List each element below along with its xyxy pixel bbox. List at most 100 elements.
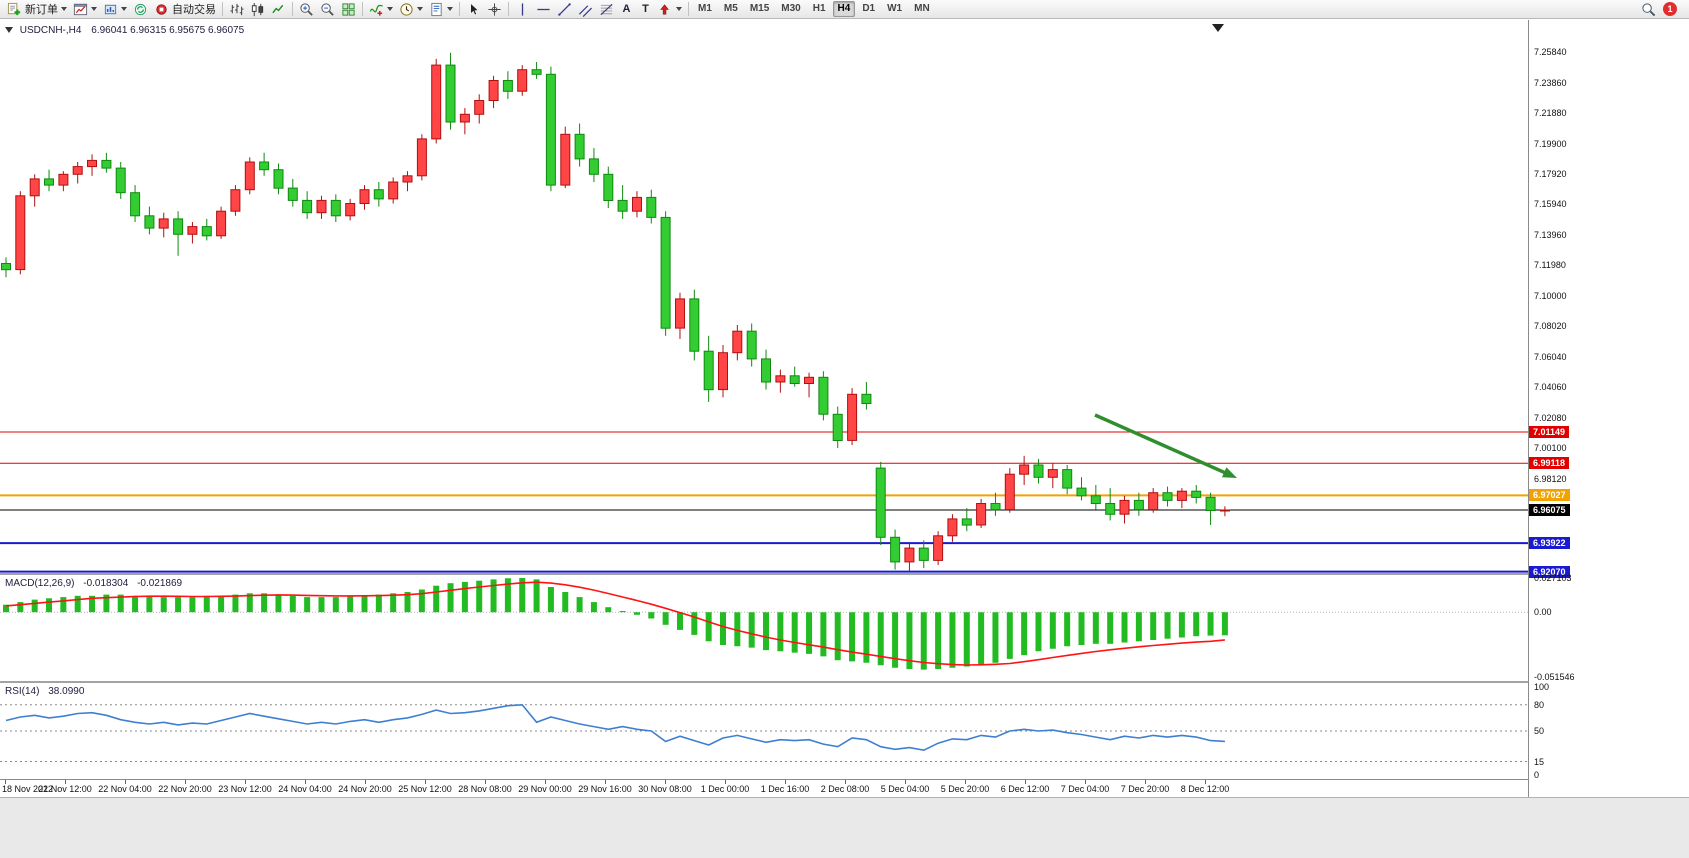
candle-body: [1004, 473, 1015, 511]
trend-arrow-line[interactable]: [1094, 413, 1231, 477]
candle-body: [388, 181, 399, 200]
notification-badge[interactable]: 1: [1663, 2, 1677, 16]
new-chart-button[interactable]: [70, 0, 100, 19]
chart-shift-marker[interactable]: [1212, 24, 1224, 32]
channel-button[interactable]: [575, 0, 596, 19]
search-button[interactable]: [1638, 0, 1659, 19]
vertical-line-button[interactable]: [512, 0, 533, 19]
rsi-pane[interactable]: [0, 683, 1528, 779]
bar-chart-button[interactable]: [226, 0, 247, 19]
timeframe-button-m1[interactable]: M1: [698, 3, 712, 14]
caret-down-icon: [121, 7, 127, 11]
crosshair-icon: [487, 2, 502, 17]
new-order-button[interactable]: 新订单: [4, 0, 70, 19]
time-axis-label: 30 Nov 08:00: [638, 784, 692, 794]
candle-body: [804, 376, 814, 384]
caret-down-icon: [387, 7, 393, 11]
candle-body: [1033, 464, 1044, 478]
time-axis[interactable]: 18 Nov 2022 21 Nov 12:00 22 Nov 04:00 22 No…: [0, 779, 1528, 797]
label-button[interactable]: T: [636, 0, 655, 19]
candlestick-chart-button[interactable]: [247, 0, 268, 19]
tile-windows-button[interactable]: [338, 0, 359, 19]
time-axis-label: 5 Dec 04:00: [880, 784, 930, 794]
timeframe-button-m15[interactable]: M15: [749, 3, 770, 14]
candle-body: [144, 215, 155, 229]
periods-button[interactable]: [396, 0, 426, 19]
macd-axis-tick: 0.00: [1534, 607, 1552, 617]
arrows-button[interactable]: [655, 0, 685, 19]
timeframe-button-mn[interactable]: MN: [914, 3, 930, 14]
candle-body: [101, 159, 112, 169]
price-axis-tick: 7.06040: [1534, 352, 1567, 362]
time-axis-label: 7 Dec 04:00: [1060, 784, 1110, 794]
time-axis-tick: [605, 780, 606, 784]
candle-body: [474, 100, 485, 115]
line-chart-icon: [271, 2, 286, 17]
price-axis-tick: 7.02080: [1534, 413, 1567, 423]
crosshair-button[interactable]: [484, 0, 505, 19]
chart-title: USDCNH-,H4 6.96041 6.96315 6.95675 6.960…: [5, 25, 244, 36]
macd-pane[interactable]: [0, 575, 1528, 681]
candle-body: [675, 298, 685, 329]
candle-body: [990, 503, 1001, 511]
time-axis-tick: [1145, 780, 1146, 784]
time-axis-tick: [665, 780, 666, 784]
candle-body: [58, 173, 69, 186]
zoom-in-icon: [299, 2, 314, 17]
fibonacci-button[interactable]: [596, 0, 617, 19]
timeframe-button-w1[interactable]: W1: [887, 3, 903, 14]
candle-body: [244, 161, 255, 191]
indicators-icon: [369, 2, 384, 17]
time-axis-label: 22 Nov 04:00: [98, 784, 152, 794]
zoom-out-button[interactable]: [317, 0, 338, 19]
indicators-button[interactable]: [366, 0, 396, 19]
search-icon: [1641, 2, 1656, 17]
candle-body: [416, 138, 427, 177]
price-scale[interactable]: 7.25840 7.23860 7.21880 7.19900 7.17920 7.159…: [1528, 20, 1689, 797]
time-axis-tick: [785, 780, 786, 784]
autotrading-button[interactable]: 自动交易: [151, 0, 219, 19]
profiles-button[interactable]: [100, 0, 130, 19]
candle-body: [847, 393, 858, 441]
price-axis-tick: 7.21880: [1534, 108, 1567, 118]
candle-body: [517, 69, 528, 92]
price-chart[interactable]: [0, 20, 1528, 573]
candle-body: [789, 375, 800, 384]
time-axis-label: 6 Dec 12:00: [1000, 784, 1050, 794]
cursor-icon: [466, 2, 481, 17]
time-axis-tick: [5, 780, 6, 784]
candlestick-icon: [250, 2, 265, 17]
text-button[interactable]: A: [617, 0, 636, 19]
timeframe-button-m5[interactable]: M5: [723, 3, 738, 14]
time-axis-tick: [425, 780, 426, 784]
candle-body: [1047, 469, 1058, 478]
candle-body: [818, 376, 829, 415]
timeframe-button-h1[interactable]: H1: [812, 3, 826, 14]
timeframe-button-h4[interactable]: H4: [832, 1, 856, 17]
horizontal-line-button[interactable]: [533, 0, 554, 19]
line-chart-button[interactable]: [268, 0, 289, 19]
profiles-icon: [103, 2, 118, 17]
refresh-button[interactable]: [130, 0, 151, 19]
candle-body: [574, 133, 585, 160]
templates-button[interactable]: [426, 0, 456, 19]
candle-body: [617, 199, 628, 212]
pane-separator[interactable]: [0, 573, 1528, 575]
one-click-trading-toggle[interactable]: [5, 27, 13, 33]
time-axis-label: 29 Nov 00:00: [518, 784, 572, 794]
trend-arrow-head[interactable]: [1222, 467, 1237, 478]
timeframe-button-d1[interactable]: D1: [862, 3, 876, 14]
candle-body: [201, 226, 212, 237]
trendline-button[interactable]: [554, 0, 575, 19]
candle-body: [1148, 492, 1159, 511]
pane-separator[interactable]: [0, 681, 1528, 683]
candle-body: [230, 189, 241, 212]
cursor-button[interactable]: [463, 0, 484, 19]
caret-down-icon: [676, 7, 682, 11]
candle-body: [345, 203, 356, 217]
zoom-in-button[interactable]: [296, 0, 317, 19]
time-axis-tick: [1025, 780, 1026, 784]
candle-body: [961, 518, 972, 526]
candle-body: [832, 413, 843, 441]
timeframe-button-m30[interactable]: M30: [781, 3, 801, 14]
